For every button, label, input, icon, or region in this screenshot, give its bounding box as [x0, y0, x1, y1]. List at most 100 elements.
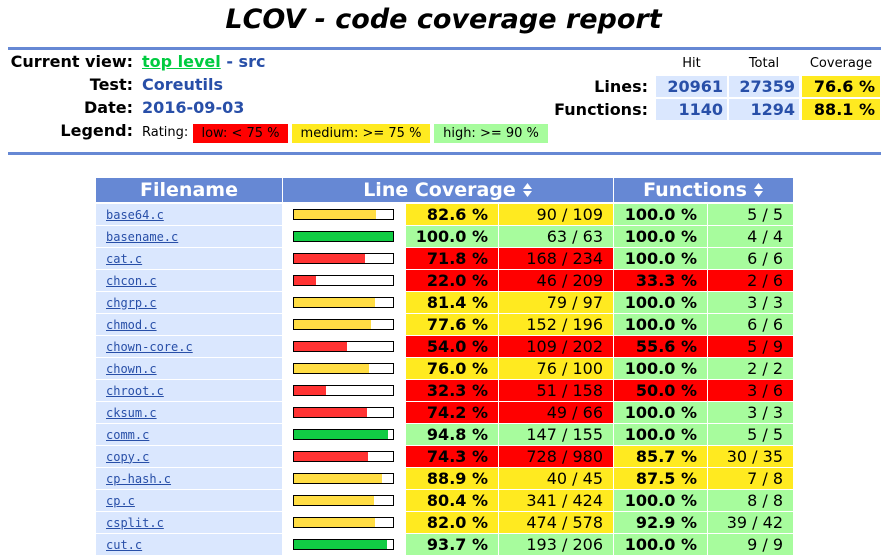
line-percent: 100.0 %: [406, 226, 498, 247]
coverage-bar-frame: [293, 385, 394, 396]
line-percent: 77.6 %: [406, 314, 498, 335]
summary-hit: 1140: [656, 99, 727, 120]
function-count: 8 / 8: [708, 490, 793, 511]
filename-cell: cat.c: [96, 248, 282, 269]
function-count: 5 / 5: [708, 424, 793, 445]
filename-cell: copy.c: [96, 446, 282, 467]
file-link[interactable]: basename.c: [106, 229, 179, 244]
function-percent: 50.0 %: [614, 380, 707, 401]
file-link[interactable]: chgrp.c: [106, 295, 157, 310]
coverage-bar: [294, 298, 375, 307]
line-percent: 81.4 %: [406, 292, 498, 313]
bar-cell: [283, 490, 405, 511]
filename-cell: cp.c: [96, 490, 282, 511]
coverage-bar: [294, 474, 382, 483]
coverage-bar: [294, 320, 371, 329]
function-count: 5 / 9: [708, 336, 793, 357]
function-percent: 92.9 %: [614, 512, 707, 533]
coverage-bar: [294, 210, 376, 219]
report-date: 2016-09-03: [142, 98, 245, 117]
column-header[interactable]: Line Coverage: [283, 178, 613, 202]
file-link[interactable]: chroot.c: [106, 383, 164, 398]
function-count: 39 / 42: [708, 512, 793, 533]
coverage-bar: [294, 254, 366, 263]
function-percent: 55.6 %: [614, 336, 707, 357]
coverage-bar-frame: [293, 275, 394, 286]
function-count: 6 / 6: [708, 314, 793, 335]
bar-cell: [283, 402, 405, 423]
function-percent: 100.0 %: [614, 402, 707, 423]
coverage-bar: [294, 430, 388, 439]
file-link[interactable]: chown.c: [106, 361, 157, 376]
line-count: 79 / 97: [499, 292, 613, 313]
file-link[interactable]: cp-hash.c: [106, 471, 172, 486]
filename-cell: cp-hash.c: [96, 468, 282, 489]
file-link[interactable]: cksum.c: [106, 405, 157, 420]
filename-cell: chmod.c: [96, 314, 282, 335]
file-link[interactable]: chcon.c: [106, 273, 157, 288]
function-percent: 100.0 %: [614, 248, 707, 269]
filename-cell: cut.c: [96, 534, 282, 555]
line-percent: 22.0 %: [406, 270, 498, 291]
file-link[interactable]: chmod.c: [106, 317, 157, 332]
summary-total: 27359: [729, 76, 799, 97]
function-count: 3 / 3: [708, 402, 793, 423]
column-header[interactable]: Functions: [614, 178, 793, 202]
line-percent: 93.7 %: [406, 534, 498, 555]
summary-header: Hit: [682, 55, 701, 71]
function-count: 2 / 6: [708, 270, 793, 291]
line-percent: 88.9 %: [406, 468, 498, 489]
function-percent: 87.5 %: [614, 468, 707, 489]
function-percent: 100.0 %: [614, 226, 707, 247]
function-count: 5 / 5: [708, 204, 793, 225]
coverage-bar: [294, 232, 393, 241]
bar-cell: [283, 534, 405, 555]
function-count: 2 / 2: [708, 358, 793, 379]
coverage-bar: [294, 496, 374, 505]
file-link[interactable]: csplit.c: [106, 515, 164, 530]
line-count: 341 / 424: [499, 490, 613, 511]
function-percent: 100.0 %: [614, 490, 707, 511]
sort-icon[interactable]: [522, 182, 533, 198]
bar-cell: [283, 512, 405, 533]
line-percent: 74.2 %: [406, 402, 498, 423]
file-link[interactable]: base64.c: [106, 207, 164, 222]
file-link[interactable]: cp.c: [106, 493, 135, 508]
filename-cell: chgrp.c: [96, 292, 282, 313]
line-count: 40 / 45: [499, 468, 613, 489]
coverage-bar-frame: [293, 231, 394, 242]
coverage-bar-frame: [293, 517, 394, 528]
line-percent: 80.4 %: [406, 490, 498, 511]
coverage-bar-frame: [293, 209, 394, 220]
file-link[interactable]: cut.c: [106, 537, 143, 552]
function-count: 6 / 6: [708, 248, 793, 269]
file-link[interactable]: comm.c: [106, 427, 150, 442]
summary-header: Coverage: [809, 55, 873, 71]
function-percent: 100.0 %: [614, 534, 707, 555]
file-link[interactable]: copy.c: [106, 449, 150, 464]
top-level-link[interactable]: top level: [142, 52, 221, 71]
file-link[interactable]: cat.c: [106, 251, 143, 266]
line-count: 49 / 66: [499, 402, 613, 423]
filename-cell: base64.c: [96, 204, 282, 225]
coverage-bar: [294, 386, 326, 395]
sort-icon[interactable]: [753, 182, 764, 198]
file-link[interactable]: chown-core.c: [106, 339, 193, 354]
coverage-bar-frame: [293, 429, 394, 440]
line-percent: 74.3 %: [406, 446, 498, 467]
coverage-bar-frame: [293, 495, 394, 506]
function-count: 7 / 8: [708, 468, 793, 489]
function-count: 3 / 3: [708, 292, 793, 313]
line-count: 728 / 980: [499, 446, 613, 467]
coverage-bar-frame: [293, 407, 394, 418]
column-header-text: Filename: [140, 179, 238, 201]
filename-cell: csplit.c: [96, 512, 282, 533]
bar-cell: [283, 424, 405, 445]
bar-cell: [283, 292, 405, 313]
bar-cell: [283, 226, 405, 247]
coverage-bar: [294, 408, 368, 417]
line-count: 168 / 234: [499, 248, 613, 269]
summary-label: Functions:: [554, 100, 648, 119]
column-header-text: Line Coverage: [363, 179, 516, 201]
